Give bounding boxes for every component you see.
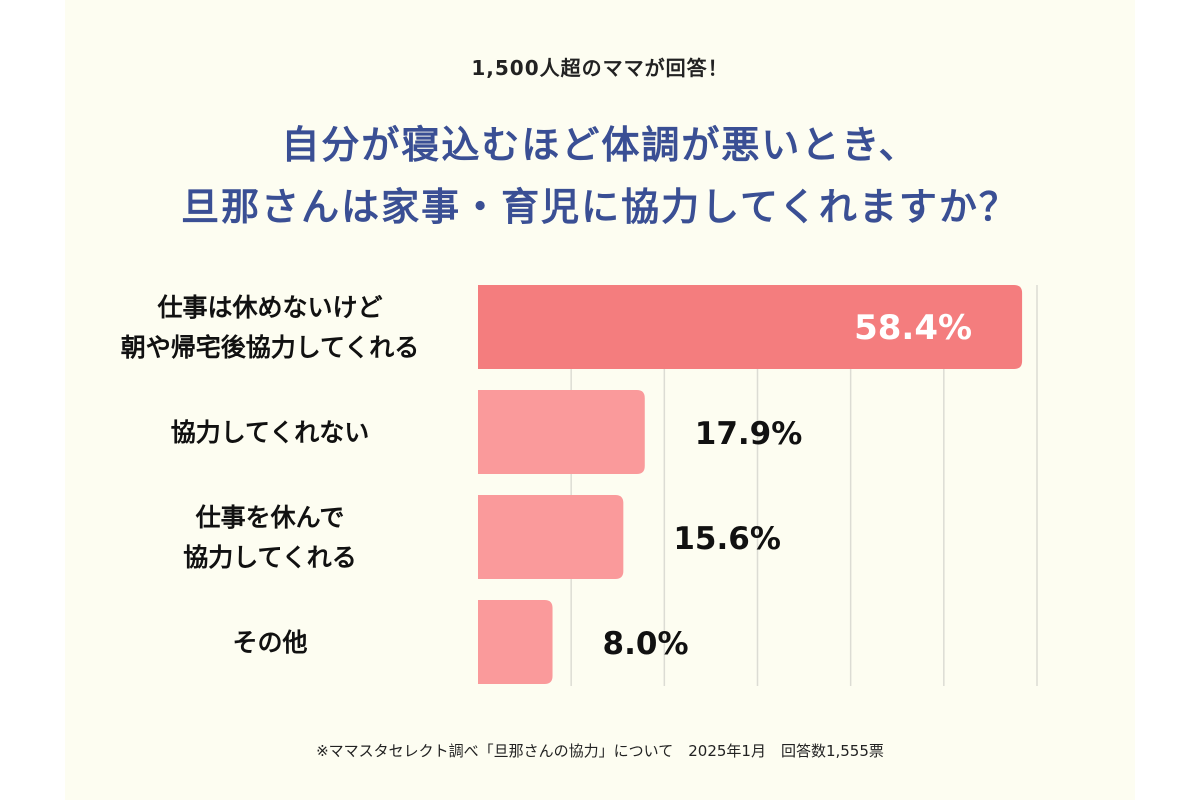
bar-2 [478, 495, 624, 579]
chart-title-line-1: 自分が寝込むほど体調が悪いとき、 [281, 123, 919, 167]
bar-3 [478, 600, 553, 684]
category-label-2-0: 仕事を休んで [195, 503, 345, 532]
bar-1 [478, 390, 645, 474]
category-label-2-1: 協力してくれる [183, 543, 357, 572]
bar-0 [478, 285, 1023, 369]
chart-subtitle: 1,500人超のママが回答！ [471, 56, 729, 80]
value-label-3: 8.0% [603, 626, 689, 662]
survey-footnote: ※ママスタセレクト調べ「旦那さんの協力」について 2025年1月 回答数1,55… [316, 742, 884, 760]
category-label-1-0: 協力してくれない [171, 418, 370, 447]
value-label-0: 58.4% [854, 308, 972, 348]
category-label-0-0: 仕事は休めないけど [156, 293, 382, 322]
chart-title-line-2: 旦那さんは家事・育児に協力してくれますか？ [181, 185, 1019, 229]
value-label-1: 17.9% [695, 416, 803, 452]
category-label-0-1: 朝や帰宅後協力してくれる [121, 333, 420, 362]
category-label-3-0: その他 [232, 628, 307, 657]
value-label-2: 15.6% [673, 521, 781, 557]
